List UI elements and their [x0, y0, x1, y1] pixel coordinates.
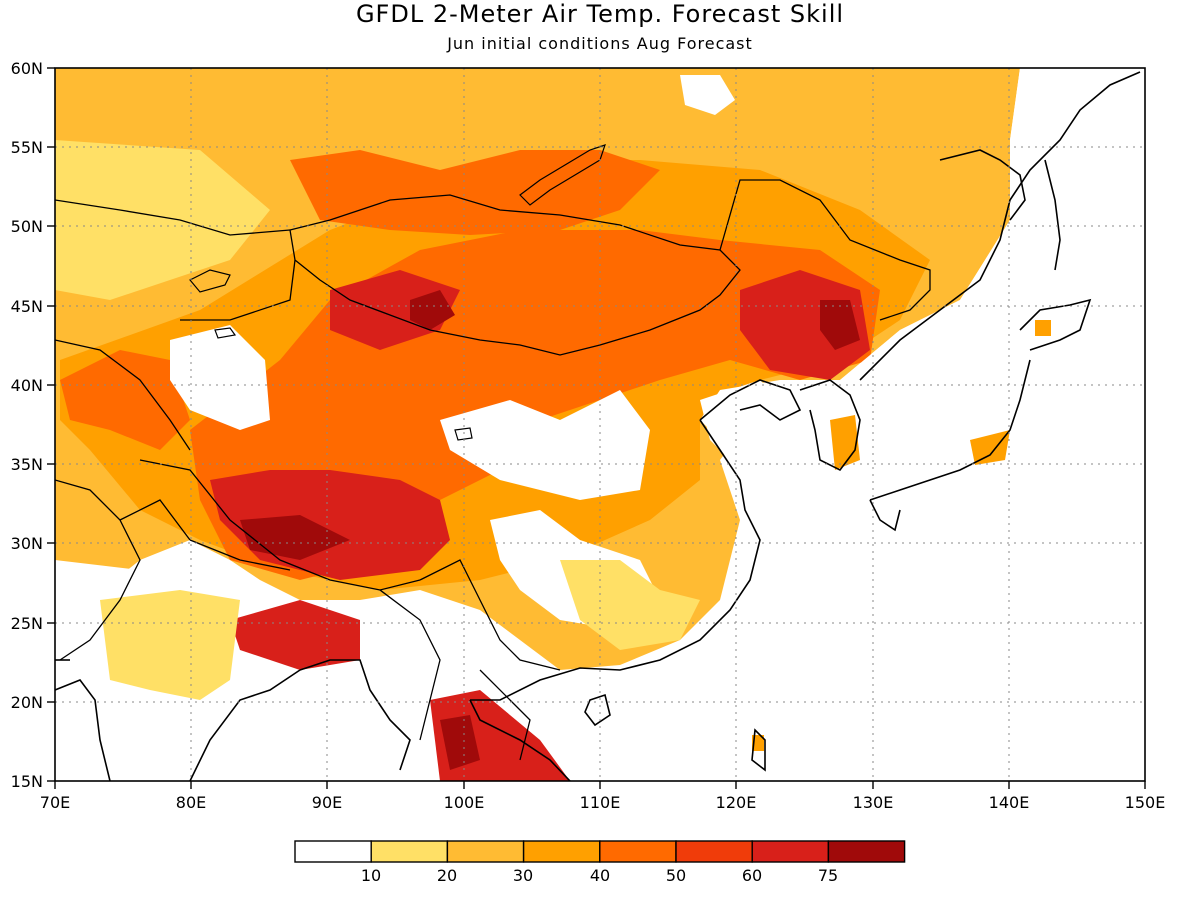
border-india-nepal	[189, 539, 291, 571]
border-kazakh-china	[180, 259, 296, 321]
lon-tick-label: 90E	[312, 793, 342, 812]
coast-bangladesh	[299, 659, 411, 771]
skill-region-white-ne	[680, 75, 735, 115]
lat-tick-label: 60N	[11, 59, 43, 78]
skill-region-darkest-3	[820, 300, 860, 350]
coast-china-east	[470, 419, 761, 701]
colorbar-labels: 10 20 30 40 50 60 75	[361, 866, 838, 885]
skill-region-korea	[830, 415, 860, 470]
coast-hainan	[584, 693, 611, 727]
coast-sakhalin	[1044, 159, 1061, 271]
border-china-sw	[419, 559, 561, 671]
border-laos-vietnam	[479, 669, 531, 761]
coast-okhotsk	[939, 149, 1026, 221]
lat-tick-label: 30N	[11, 534, 43, 553]
lon-tick-label: 110E	[580, 793, 621, 812]
skill-region-darkest-4	[440, 715, 480, 770]
tick-marks	[47, 67, 1146, 789]
border-india-west	[119, 499, 191, 541]
colorbar-label: 75	[818, 866, 838, 885]
coast-india-west	[55, 679, 111, 781]
colorbar-label: 60	[742, 866, 762, 885]
coast-bohai	[699, 379, 802, 421]
skill-region-hokkaido	[1035, 320, 1051, 336]
skill-region-white-gobi	[440, 390, 650, 500]
skill-region-core-3	[290, 150, 660, 235]
skill-region-red-manchuria	[740, 270, 870, 380]
skill-region-taiwan	[752, 735, 764, 751]
border-russia-china-ne	[719, 179, 931, 321]
borders	[55, 179, 931, 761]
colorbar-boxes	[294, 840, 906, 863]
skill-region-red-bangladesh	[230, 600, 360, 670]
map-title: GFDL 2-Meter Air Temp. Forecast Skill	[355, 0, 845, 28]
coast-korea	[799, 379, 861, 472]
colorbar-label: 30	[513, 866, 533, 885]
colorbar-swatch	[599, 840, 677, 863]
coast-japan-honshu	[869, 359, 1031, 501]
lon-tick-labels: 70E 80E 90E 100E 110E 120E 130E 140E 150…	[40, 793, 1166, 812]
lake-qinghai	[454, 427, 473, 441]
coastlines	[55, 71, 1141, 781]
map-subtitle: Jun initial conditions Aug Forecast	[447, 34, 753, 53]
lon-tick-label: 120E	[716, 793, 757, 812]
lat-tick-label: 55N	[11, 138, 43, 157]
colorbar-swatch	[370, 840, 449, 863]
coast-indochina	[469, 699, 571, 781]
coast-russia-east	[859, 71, 1141, 381]
border-myanmar	[379, 589, 441, 741]
no-data-bay-of-bengal	[200, 660, 420, 781]
lon-tick-label: 140E	[989, 793, 1030, 812]
skill-region-red-mongolia	[330, 270, 460, 350]
colorbar-swatch	[675, 840, 753, 863]
skill-region-west-yellow	[55, 140, 270, 300]
colorbar-swatch	[522, 840, 601, 863]
lon-tick-label: 80E	[176, 793, 206, 812]
lat-tick-label: 25N	[11, 614, 43, 633]
coast-japan-kyushu	[869, 499, 901, 532]
colorbar-swatch	[827, 840, 906, 863]
skill-field	[55, 68, 1145, 781]
lon-tick-label: 70E	[40, 793, 70, 812]
colorbar-label: 10	[361, 866, 381, 885]
lakes	[189, 144, 606, 441]
border-mongolia	[289, 194, 741, 356]
skill-region-japan	[970, 430, 1010, 465]
coast-taiwan	[751, 728, 766, 772]
skill-region-darkest-2	[240, 515, 350, 560]
lat-tick-label: 50N	[11, 217, 43, 236]
colorbar-swatch	[446, 840, 525, 863]
border-pakistan	[55, 479, 141, 661]
skill-region-yellow-south	[560, 560, 700, 650]
lake-baikal	[519, 144, 606, 206]
skill-region-core-2	[60, 350, 190, 450]
lat-tick-label: 15N	[11, 772, 43, 791]
colorbar-swatch	[294, 840, 372, 863]
skill-region-white-tarim	[170, 325, 270, 430]
border-kazakh	[55, 199, 291, 236]
lat-tick-label: 35N	[11, 455, 43, 474]
lake-issyk	[214, 327, 237, 339]
lon-tick-label: 150E	[1125, 793, 1166, 812]
colorbar-label: 50	[666, 866, 686, 885]
lake-balkhash	[189, 269, 231, 293]
colorbar-swatch	[751, 840, 830, 863]
colorbar-label: 40	[590, 866, 610, 885]
coast-japan-hokkaido	[1019, 298, 1092, 351]
skill-region-yellow-india	[100, 590, 240, 700]
lon-tick-label: 100E	[444, 793, 485, 812]
lat-tick-label: 45N	[11, 297, 43, 316]
lat-tick-label: 40N	[11, 376, 43, 395]
coast-india-east	[189, 669, 301, 781]
lat-tick-labels: 15N 20N 25N 30N 35N 40N 45N 50N 55N 60N	[11, 59, 43, 791]
colorbar-label: 20	[437, 866, 457, 885]
colorbar: 10 20 30 40 50 60 75	[294, 840, 906, 885]
lon-tick-label: 130E	[853, 793, 894, 812]
no-data-yellow-sea	[700, 380, 800, 470]
border-central-asia	[55, 339, 191, 451]
lat-tick-label: 20N	[11, 693, 43, 712]
skill-region-darkest-1	[410, 290, 455, 330]
no-data-ocean-east	[700, 68, 1145, 781]
